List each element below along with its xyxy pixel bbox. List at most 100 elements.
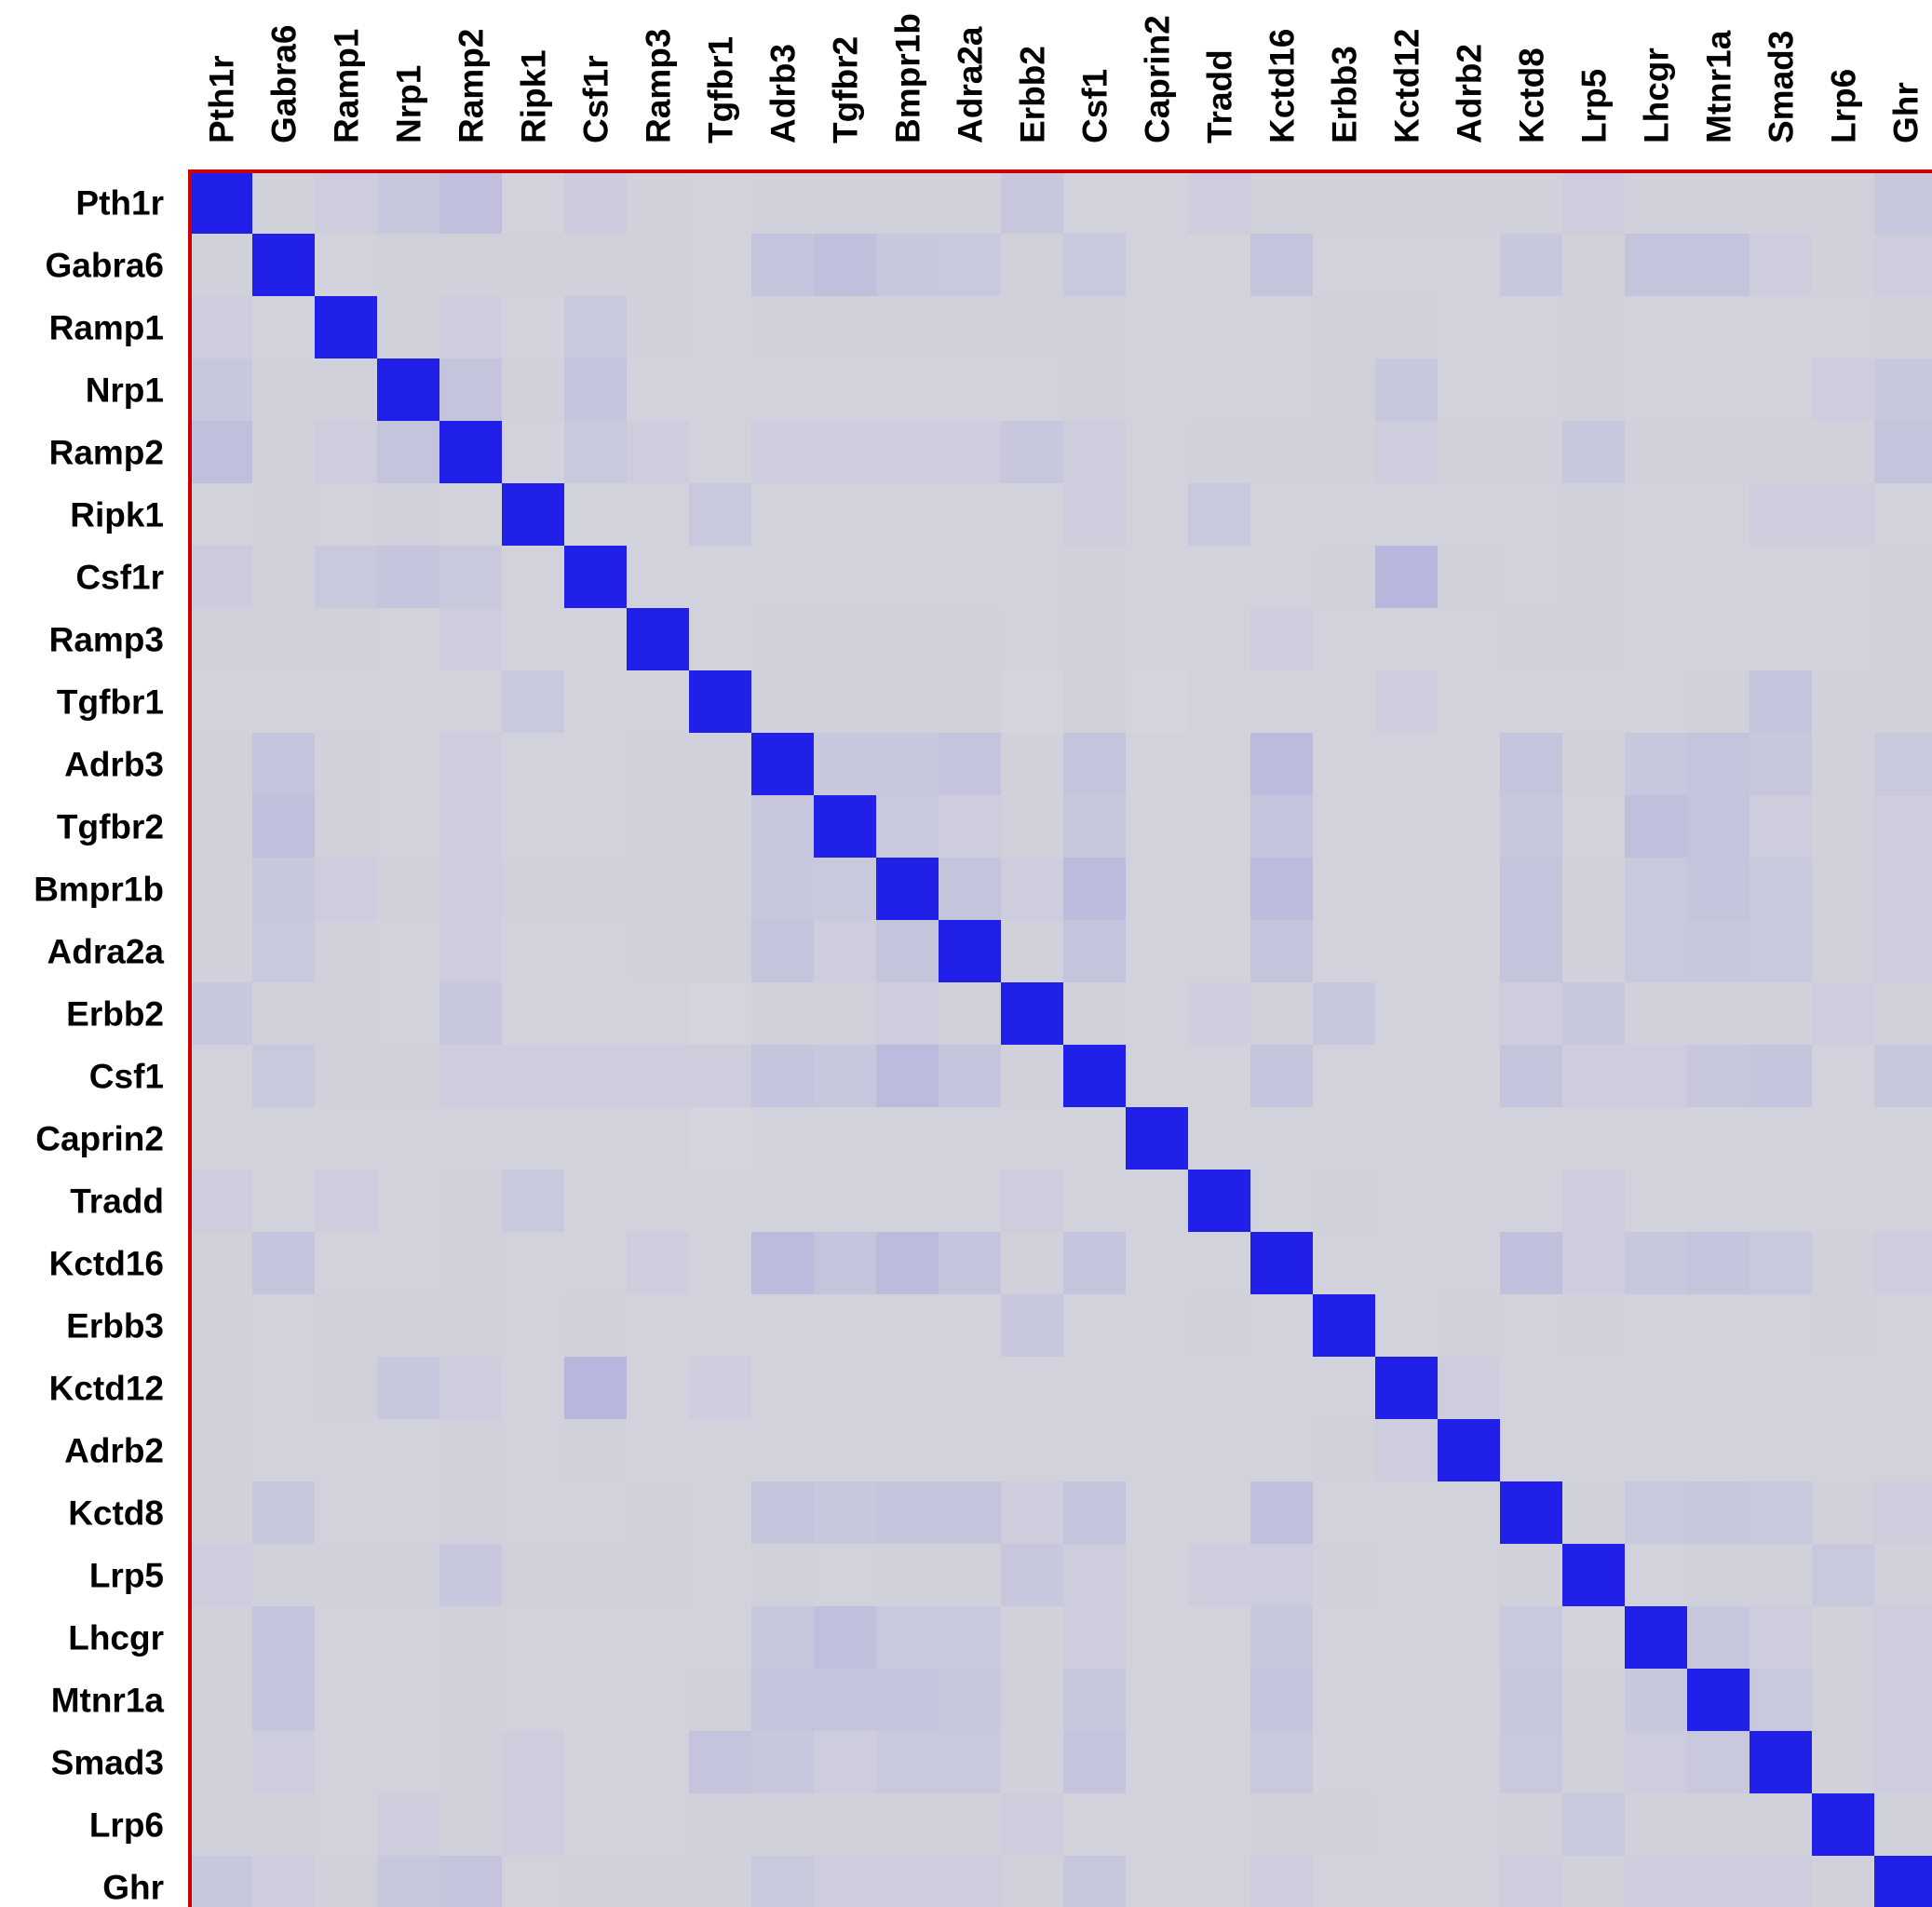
- cell-gabra6-caprin2: [1126, 234, 1189, 297]
- cell-lhcgr-erbb3: [1313, 1606, 1376, 1670]
- cell-gabra6-pth1r: [190, 234, 253, 297]
- cell-pth1r-erbb2: [1001, 171, 1064, 235]
- cell-ripk1-ramp2: [439, 483, 503, 547]
- row-label-ramp3: Ramp3: [49, 621, 164, 659]
- cell-tgfbr1-pth1r: [190, 670, 253, 734]
- cell-ripk1-csf1: [1063, 483, 1127, 547]
- cell-tradd-tradd: [1188, 1170, 1251, 1233]
- cell-caprin2-pth1r: [190, 1107, 253, 1170]
- cell-mtnr1a-nrp1: [377, 1669, 440, 1732]
- cell-ramp2-ramp1: [315, 421, 378, 484]
- cell-ripk1-bmpr1b: [876, 483, 939, 547]
- cell-kctd8-caprin2: [1126, 1481, 1189, 1545]
- cell-adrb3-csf1r: [564, 733, 628, 796]
- cell-mtnr1a-ghr: [1874, 1669, 1932, 1732]
- column-label-ghr: Ghr: [1887, 82, 1925, 143]
- cell-tradd-adra2a: [939, 1170, 1002, 1233]
- cell-adrb2-nrp1: [377, 1419, 440, 1482]
- cell-adra2a-tradd: [1188, 920, 1251, 983]
- cell-adra2a-lrp5: [1562, 920, 1626, 983]
- cell-lhcgr-adrb2: [1438, 1606, 1501, 1670]
- cell-kctd12-ramp1: [315, 1357, 378, 1420]
- cell-mtnr1a-tgfbr2: [814, 1669, 877, 1732]
- cell-mtnr1a-pth1r: [190, 1669, 253, 1732]
- cell-kctd8-csf1: [1063, 1481, 1127, 1545]
- cell-pth1r-nrp1: [377, 171, 440, 235]
- column-label-lhcgr: Lhcgr: [1638, 47, 1676, 143]
- cell-gabra6-csf1: [1063, 234, 1127, 297]
- cell-adrb3-smad3: [1750, 733, 1813, 796]
- column-label-kctd12: Kctd12: [1388, 29, 1426, 143]
- cell-ramp3-smad3: [1750, 608, 1813, 671]
- cell-bmpr1b-adra2a: [939, 858, 1002, 921]
- row-label-erbb2: Erbb2: [66, 995, 164, 1034]
- cell-lrp6-ripk1: [502, 1793, 565, 1857]
- cell-kctd16-ramp2: [439, 1232, 503, 1295]
- cell-ramp3-tgfbr2: [814, 608, 877, 671]
- column-label-ramp2: Ramp2: [453, 29, 491, 143]
- cell-lhcgr-ramp3: [627, 1606, 690, 1670]
- cell-smad3-csf1: [1063, 1731, 1127, 1794]
- cell-mtnr1a-adra2a: [939, 1669, 1002, 1732]
- cell-lrp5-ramp2: [439, 1544, 503, 1607]
- cell-erbb3-smad3: [1750, 1294, 1813, 1358]
- cell-smad3-lrp6: [1812, 1731, 1875, 1794]
- cell-ramp1-csf1r: [564, 296, 628, 359]
- cell-nrp1-kctd12: [1375, 358, 1439, 422]
- cell-pth1r-mtnr1a: [1687, 171, 1750, 235]
- cell-kctd12-adra2a: [939, 1357, 1002, 1420]
- cell-pth1r-ramp2: [439, 171, 503, 235]
- cell-ramp3-ghr: [1874, 608, 1932, 671]
- cell-adrb3-ripk1: [502, 733, 565, 796]
- cell-adrb3-adrb2: [1438, 733, 1501, 796]
- cell-ghr-tgfbr2: [814, 1856, 877, 1907]
- cell-ramp2-tradd: [1188, 421, 1251, 484]
- cell-tradd-csf1r: [564, 1170, 628, 1233]
- column-label-mtnr1a: Mtnr1a: [1700, 30, 1738, 143]
- cell-ghr-caprin2: [1126, 1856, 1189, 1907]
- cell-tgfbr2-ghr: [1874, 795, 1932, 859]
- cell-gabra6-nrp1: [377, 234, 440, 297]
- cell-bmpr1b-lrp5: [1562, 858, 1626, 921]
- cell-ramp2-adra2a: [939, 421, 1002, 484]
- cell-bmpr1b-tgfbr1: [689, 858, 752, 921]
- cell-kctd12-lrp6: [1812, 1357, 1875, 1420]
- cell-lrp6-erbb2: [1001, 1793, 1064, 1857]
- cell-kctd16-kctd16: [1250, 1232, 1314, 1295]
- cell-caprin2-ripk1: [502, 1107, 565, 1170]
- cell-adrb2-ghr: [1874, 1419, 1932, 1482]
- cell-lrp5-tradd: [1188, 1544, 1251, 1607]
- cell-adra2a-csf1r: [564, 920, 628, 983]
- cell-ghr-adra2a: [939, 1856, 1002, 1907]
- cell-tradd-smad3: [1750, 1170, 1813, 1233]
- cell-ramp2-lrp6: [1812, 421, 1875, 484]
- cell-caprin2-lhcgr: [1625, 1107, 1688, 1170]
- cell-adrb3-ramp1: [315, 733, 378, 796]
- row-label-pth1r: Pth1r: [75, 184, 164, 223]
- cell-erbb3-csf1: [1063, 1294, 1127, 1358]
- cell-gabra6-kctd16: [1250, 234, 1314, 297]
- cell-lrp6-ramp2: [439, 1793, 503, 1857]
- cell-adrb2-smad3: [1750, 1419, 1813, 1482]
- cell-ghr-smad3: [1750, 1856, 1813, 1907]
- cell-erbb3-adrb2: [1438, 1294, 1501, 1358]
- cell-lrp5-ramp3: [627, 1544, 690, 1607]
- cell-tgfbr2-erbb2: [1001, 795, 1064, 859]
- column-label-csf1: Csf1: [1076, 69, 1115, 143]
- cell-kctd8-pth1r: [190, 1481, 253, 1545]
- cell-kctd8-adra2a: [939, 1481, 1002, 1545]
- cell-erbb3-ramp1: [315, 1294, 378, 1358]
- cell-erbb2-tgfbr1: [689, 982, 752, 1046]
- cell-csf1-ramp3: [627, 1045, 690, 1108]
- cell-caprin2-kctd16: [1250, 1107, 1314, 1170]
- cell-adra2a-adrb3: [751, 920, 815, 983]
- cell-kctd16-lrp6: [1812, 1232, 1875, 1295]
- cell-lrp5-erbb2: [1001, 1544, 1064, 1607]
- cell-erbb3-pth1r: [190, 1294, 253, 1358]
- cell-kctd12-bmpr1b: [876, 1357, 939, 1420]
- cell-adra2a-gabra6: [252, 920, 316, 983]
- cell-caprin2-tgfbr1: [689, 1107, 752, 1170]
- cell-tgfbr2-tgfbr1: [689, 795, 752, 859]
- cell-ramp3-ripk1: [502, 608, 565, 671]
- cell-adrb3-erbb3: [1313, 733, 1376, 796]
